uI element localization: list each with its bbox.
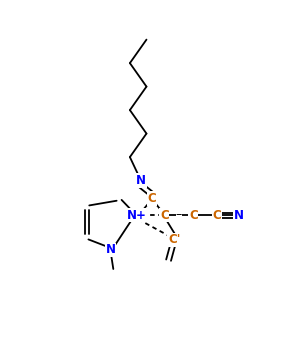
Text: C: C: [189, 208, 198, 222]
Text: N: N: [105, 243, 116, 256]
Text: N+: N+: [127, 208, 147, 222]
Text: C: C: [148, 192, 156, 205]
Text: C': C': [168, 234, 180, 246]
Text: C: C: [160, 208, 169, 222]
Text: N: N: [234, 208, 244, 222]
Text: C: C: [212, 208, 221, 222]
Text: N: N: [136, 174, 146, 187]
Text: –: –: [176, 208, 182, 221]
